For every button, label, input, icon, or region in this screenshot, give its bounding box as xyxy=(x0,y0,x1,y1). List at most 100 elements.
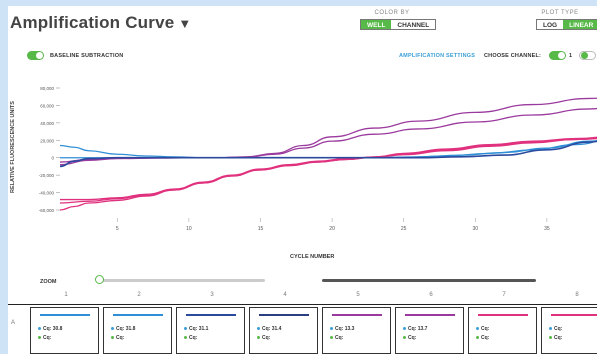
channel-1-toggle[interactable] xyxy=(549,51,566,60)
zoom-slider-track[interactable] xyxy=(99,279,265,282)
channel-dot-icon xyxy=(476,327,479,331)
column-number: 8 xyxy=(575,292,579,298)
toggle-knob xyxy=(36,52,43,59)
well-color-bar xyxy=(332,314,382,316)
y-tick-label: 40,000 xyxy=(40,121,54,126)
plate-well[interactable]: Cq: Cq: xyxy=(541,307,597,354)
well-cq-value: Cq: xyxy=(549,326,562,332)
well-cq-value: Cq: 13.7 xyxy=(403,326,427,332)
channel-dot-icon xyxy=(38,336,41,340)
plate-well[interactable]: Cq: Cq: xyxy=(468,307,537,354)
amplification-settings-link[interactable]: AMPLIFICATION SETTINGS xyxy=(399,53,476,59)
channel-dot-icon xyxy=(330,327,333,331)
column-number: 4 xyxy=(283,292,287,298)
channel-dot-icon xyxy=(549,336,552,340)
well-cq-value: Cq: xyxy=(184,335,197,341)
plate-well[interactable]: Cq: 31.8 Cq: xyxy=(103,307,172,354)
channel-dot-icon xyxy=(476,336,479,340)
y-tick-label: 60,000 xyxy=(40,103,54,108)
plate-well[interactable]: Cq: 31.4 Cq: xyxy=(249,307,318,354)
baseline-subtraction-label: BASELINE SUBTRACTION xyxy=(50,53,124,59)
y-tick-label: -20,000 xyxy=(39,173,55,178)
channel-dot-icon xyxy=(111,327,114,331)
zoom-slider-handle[interactable] xyxy=(95,275,104,284)
channel-dot-icon xyxy=(257,336,260,340)
plate-well[interactable]: Cq: 30.8 Cq: xyxy=(30,307,99,354)
well-cq-value: Cq: 31.1 xyxy=(184,326,208,332)
y-tick-label: -40,000 xyxy=(39,191,55,196)
column-number: 7 xyxy=(502,292,506,298)
series-line-8 xyxy=(59,140,597,168)
channel-dot-icon xyxy=(111,336,114,340)
column-number: 5 xyxy=(356,292,360,298)
column-number: 1 xyxy=(64,292,68,298)
plot-type-log-button[interactable]: LOG xyxy=(537,20,564,29)
well-color-bar xyxy=(186,314,236,316)
plate-well[interactable]: Cq: 13.7 Cq: xyxy=(395,307,464,354)
x-tick-label: 15 xyxy=(258,226,264,232)
zoom-label: ZOOM xyxy=(40,279,57,285)
choose-channel-label: CHOOSE CHANNEL: xyxy=(484,53,542,59)
well-color-bar xyxy=(405,314,455,316)
column-number: 6 xyxy=(429,292,433,298)
well-cq-value: Cq: xyxy=(111,335,124,341)
row-label-a: A xyxy=(11,320,16,326)
well-cq-value: Cq: 30.8 xyxy=(38,326,62,332)
channel-dot-icon xyxy=(184,327,187,331)
plot-type-label: PLOT TYPE xyxy=(541,10,579,16)
channel-dot-icon xyxy=(330,336,333,340)
plot-type-toggle: LOG LINEAR xyxy=(536,19,597,30)
channel-dot-icon xyxy=(184,336,187,340)
well-cq-value: Cq: xyxy=(330,335,343,341)
x-tick-label: 35 xyxy=(544,226,550,232)
chart-scrollbar[interactable] xyxy=(322,279,536,282)
well-cq-value: Cq: 13.3 xyxy=(330,326,354,332)
channel-dot-icon xyxy=(403,336,406,340)
color-by-toggle: WELL CHANNEL xyxy=(360,19,437,30)
well-cq-value: Cq: xyxy=(549,335,562,341)
column-number: 2 xyxy=(137,292,141,298)
channel-dot-icon xyxy=(257,327,260,331)
column-number: 3 xyxy=(210,292,214,298)
y-tick-label: 20,000 xyxy=(40,138,54,143)
page-title[interactable]: Amplification Curve ▼ xyxy=(10,13,191,33)
well-color-bar xyxy=(259,314,309,316)
color-by-label: COLOR BY xyxy=(374,10,410,16)
chevron-down-icon[interactable]: ▼ xyxy=(178,16,192,31)
channel-dot-icon xyxy=(549,327,552,331)
toggle-knob xyxy=(558,52,565,59)
y-tick-label: 80,000 xyxy=(40,86,54,91)
well-color-bar xyxy=(40,314,90,316)
plate-well[interactable]: Cq: 31.1 Cq: xyxy=(176,307,245,354)
baseline-subtraction-toggle[interactable] xyxy=(27,51,44,60)
well-cq-value: Cq: xyxy=(476,326,489,332)
series-line-3 xyxy=(59,136,597,201)
well-cq-value: Cq: 31.4 xyxy=(257,326,281,332)
color-by-channel-button[interactable]: CHANNEL xyxy=(391,20,436,29)
channel-1-label: 1 xyxy=(569,53,573,59)
well-cq-value: Cq: xyxy=(476,335,489,341)
well-cq-value: Cq: xyxy=(403,335,416,341)
plot-type-linear-button[interactable]: LINEAR xyxy=(563,20,597,29)
toggle-knob xyxy=(581,52,588,59)
well-cq-value: Cq: xyxy=(38,335,51,341)
x-axis-label: CYCLE NUMBER xyxy=(290,254,335,260)
well-color-bar xyxy=(551,314,597,316)
title-text: Amplification Curve xyxy=(10,13,175,32)
well-cq-value: Cq: 31.8 xyxy=(111,326,135,332)
x-tick-label: 5 xyxy=(116,226,119,232)
y-tick-label: 0 xyxy=(51,156,54,161)
channel-dot-icon xyxy=(38,327,41,331)
plate-well[interactable]: Cq: 13.3 Cq: xyxy=(322,307,391,354)
y-tick-label: -60,000 xyxy=(39,208,55,213)
x-tick-label: 25 xyxy=(401,226,407,232)
channel-dot-icon xyxy=(403,327,406,331)
color-by-well-button[interactable]: WELL xyxy=(361,20,392,29)
x-tick-label: 30 xyxy=(472,226,478,232)
series-line-5 xyxy=(59,137,597,204)
x-tick-label: 10 xyxy=(186,226,192,232)
x-tick-label: 20 xyxy=(329,226,335,232)
channel-2-toggle[interactable] xyxy=(579,51,596,60)
